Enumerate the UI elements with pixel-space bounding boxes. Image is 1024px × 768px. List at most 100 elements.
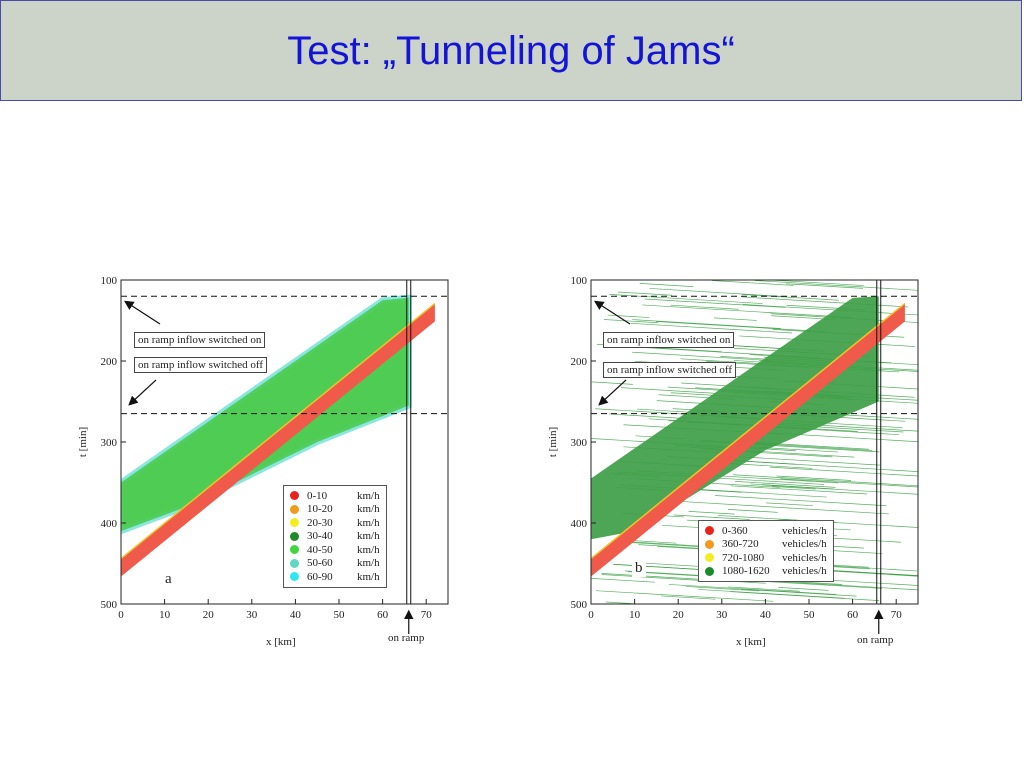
legend-swatch — [290, 518, 299, 528]
x-tick-label: 20 — [673, 609, 685, 621]
jam-edge — [591, 302, 906, 560]
trajectory — [778, 587, 829, 591]
jam-edge — [121, 302, 436, 560]
trajectory — [639, 283, 694, 287]
x-tick-label: 10 — [629, 609, 641, 621]
trajectory — [776, 475, 852, 481]
annotation-ramp-off: on ramp inflow switched off — [603, 362, 737, 378]
x-tick-label: 60 — [847, 609, 859, 621]
legend-item: 0-10 km/h — [290, 489, 380, 503]
chart-a: 0 10 20 30 40 50 60 70 100 200 300 400 500 on ramp i… — [77, 268, 449, 653]
y-tick-label: 100 — [571, 275, 588, 287]
legend-swatch — [290, 531, 299, 541]
trajectory — [700, 489, 827, 498]
legend-unit: km/h — [357, 530, 380, 543]
trajectory — [733, 474, 918, 487]
legend-item: 10-20 km/h — [290, 503, 380, 517]
legend-swatch — [290, 491, 299, 501]
congested-region — [591, 296, 879, 540]
legend-swatch — [705, 566, 714, 576]
trajectory — [712, 280, 794, 286]
panel-letter-a: a — [162, 571, 175, 588]
x-tick-label: 60 — [377, 609, 389, 621]
x-tick-label: 40 — [760, 609, 772, 621]
legend-range: 30-40 — [307, 530, 333, 543]
legend-range: 20-30 — [307, 516, 333, 529]
slide-title: Test: „Tunneling of Jams“ — [287, 29, 735, 73]
trajectory — [730, 591, 880, 601]
y-axis-label: t [min] — [547, 426, 560, 458]
legend-item: 40-50 km/h — [290, 543, 380, 557]
legend-range: 720-1080 — [722, 551, 765, 564]
trajectory — [630, 322, 793, 334]
on-ramp-label: on ramp — [388, 632, 425, 644]
trajectory — [771, 486, 816, 490]
legend-swatch — [290, 558, 299, 568]
legend-range: 0-360 — [722, 524, 748, 537]
x-axis-label: x [km] — [266, 636, 296, 648]
legend-range: 40-50 — [307, 543, 333, 556]
y-tick-label: 400 — [571, 518, 588, 530]
x-tick-label: 70 — [891, 609, 903, 621]
arrow-ramp-off — [128, 379, 157, 406]
legend-item: 30-40 km/h — [290, 530, 380, 544]
trajectory — [603, 319, 659, 324]
legend-range: 1080-1620 — [722, 565, 770, 578]
trajectory — [631, 351, 774, 362]
trajectory — [750, 483, 834, 490]
legend-range: 50-60 — [307, 557, 333, 570]
legend-unit: km/h — [357, 543, 380, 556]
y-tick-label: 200 — [101, 356, 118, 368]
y-tick-label: 500 — [571, 599, 588, 611]
trajectory — [741, 296, 909, 308]
jam-band — [591, 303, 905, 577]
trajectory — [605, 601, 645, 604]
congested-core — [121, 297, 409, 532]
x-tick-label: 50 — [804, 609, 816, 621]
annotation-ramp-on: on ramp inflow switched on — [603, 332, 735, 348]
legend-range: 360-720 — [722, 538, 759, 551]
legend-swatch — [290, 545, 299, 555]
trajectory — [668, 584, 837, 595]
x-tick-label: 40 — [290, 609, 302, 621]
trajectory — [620, 387, 715, 394]
title-bar: Test: „Tunneling of Jams“ — [0, 0, 1022, 101]
y-axis-label: t [min] — [77, 426, 90, 458]
trajectory — [735, 481, 836, 488]
jam-band — [121, 303, 435, 577]
y-tick-label: 400 — [101, 518, 118, 530]
x-tick-label: 30 — [716, 609, 728, 621]
legend-item: 1080-1620 vehicles/h — [705, 565, 827, 579]
chart-a-plot: 0 10 20 30 40 50 60 70 100 200 300 400 500 — [101, 275, 449, 634]
trajectory — [642, 304, 852, 318]
x-axis-label: x [km] — [736, 636, 766, 648]
legend-unit: vehicles/h — [782, 524, 827, 537]
trajectory — [727, 509, 778, 513]
x-tick-label: 50 — [334, 609, 346, 621]
legend-b: 0-360 vehicles/h 360-720 vehicles/h 720-10… — [698, 520, 834, 582]
trajectory — [607, 314, 650, 318]
legend-item: 50-60 km/h — [290, 557, 380, 571]
legend-item: 720-1080 vehicles/h — [705, 551, 827, 565]
x-tick-label: 70 — [421, 609, 433, 621]
legend-swatch — [705, 539, 714, 549]
trajectory — [785, 283, 863, 289]
arrow-ramp-on — [593, 300, 631, 325]
panel-letter-b: b — [632, 560, 646, 577]
chart-b-plot: 0 10 20 30 40 50 60 70 100 200 300 400 500 — [571, 275, 919, 634]
legend-a: 0-10 km/h 10-20 km/h 20-30 km/h 30-40 km/h 4… — [283, 485, 387, 588]
legend-item: 20-30 km/h — [290, 516, 380, 530]
trajectory — [728, 586, 800, 592]
legend-unit: vehicles/h — [782, 538, 827, 551]
legend-item: 0-360 vehicles/h — [705, 524, 827, 538]
x-tick-label: 0 — [118, 609, 124, 621]
chart-b: 0 10 20 30 40 50 60 70 100 200 300 400 500 on ramp i… — [547, 268, 919, 653]
trajectory — [617, 291, 673, 296]
y-tick-label: 100 — [101, 275, 118, 287]
trajectory — [595, 590, 774, 602]
trajectory — [682, 501, 889, 515]
trajectory — [741, 588, 857, 597]
plot-area — [121, 294, 436, 577]
y-tick-label: 300 — [101, 437, 118, 449]
x-tick-label: 10 — [159, 609, 171, 621]
